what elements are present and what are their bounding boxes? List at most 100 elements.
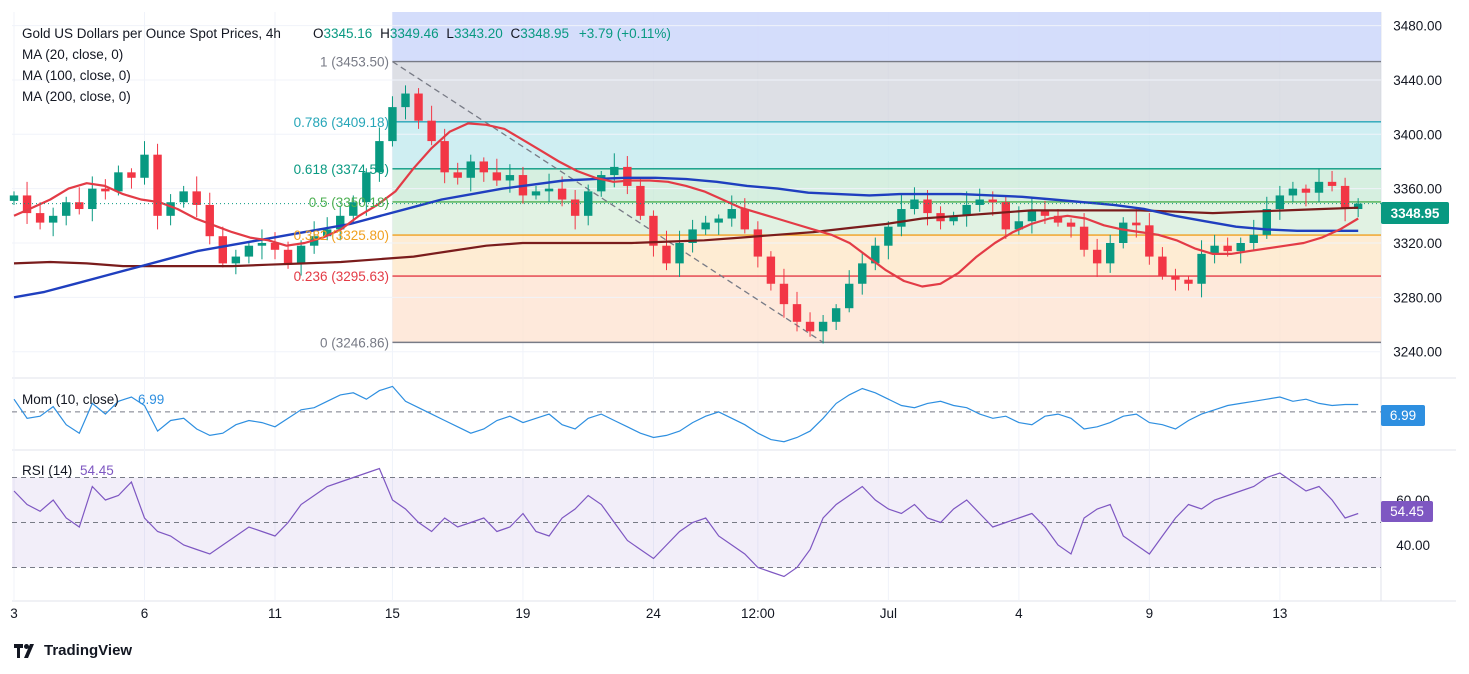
candle-down — [1327, 170, 1337, 192]
candle-body — [727, 209, 736, 219]
candle-down — [1092, 238, 1102, 277]
candle-up — [1236, 237, 1245, 264]
momentum-pane — [12, 385, 1381, 443]
candle-body — [675, 242, 684, 264]
candle-body — [244, 245, 254, 257]
candle-body — [714, 218, 723, 223]
rsi-tick-label: 40.00 — [1396, 538, 1430, 553]
rsi-legend[interactable]: RSI (14) — [22, 463, 72, 478]
candle-body — [1132, 222, 1141, 226]
price-tick-label: 3360.00 — [1393, 182, 1442, 197]
candle-up — [975, 188, 984, 212]
candle-body — [505, 175, 515, 181]
candle-up — [1119, 217, 1128, 249]
candle-down — [1158, 247, 1167, 280]
time-tick-label: 3 — [10, 606, 18, 621]
candle-body — [88, 188, 97, 210]
candle-up — [48, 207, 58, 237]
momentum-line — [13, 385, 1359, 443]
legend-ma100[interactable]: MA (100, close, 0) — [22, 68, 131, 83]
price-tick-label: 3240.00 — [1393, 345, 1442, 360]
candle-up — [231, 249, 241, 275]
candle-body — [910, 199, 919, 210]
candle-body — [805, 321, 815, 332]
tradingview-brand[interactable]: TradingView — [14, 642, 132, 659]
time-tick-label: 12:00 — [741, 606, 775, 621]
candle-body — [127, 172, 136, 178]
candle-body — [48, 215, 58, 223]
candle-body — [414, 93, 423, 121]
candle-down — [75, 187, 84, 215]
legend-ma200[interactable]: MA (200, close, 0) — [22, 89, 131, 104]
candle-body — [597, 175, 606, 192]
candle-body — [897, 209, 906, 227]
candle-body — [427, 120, 436, 142]
momentum-legend-value: 6.99 — [138, 392, 164, 407]
candle-body — [753, 229, 763, 257]
rsi-legend-value: 54.45 — [80, 463, 114, 478]
candle-down — [1340, 177, 1350, 222]
candle-body — [1288, 188, 1298, 196]
candle-body — [257, 242, 267, 246]
candle-up — [831, 304, 841, 330]
candle-body — [336, 215, 345, 230]
svg-text:54.45: 54.45 — [1390, 504, 1424, 519]
candle-up — [257, 229, 267, 260]
candle-body — [531, 191, 541, 196]
candle-down — [153, 143, 162, 230]
candle-up — [362, 168, 371, 216]
candle-up — [858, 252, 867, 295]
candle-up — [1288, 181, 1298, 203]
candle-body — [375, 141, 384, 173]
candle-down — [662, 230, 671, 271]
candle-body — [35, 213, 45, 223]
candle-body — [949, 215, 958, 222]
time-tick-label: 4 — [1015, 606, 1023, 621]
candle-down — [1184, 275, 1193, 291]
candle-body — [1236, 242, 1245, 252]
candle-body — [636, 185, 645, 216]
candle-up — [727, 195, 736, 227]
ma200-line — [13, 206, 1359, 268]
fib-zone-top — [392, 12, 1381, 62]
candle-body — [166, 202, 175, 216]
fib-zone — [392, 121, 1381, 169]
legend-ma20[interactable]: MA (20, close, 0) — [22, 47, 123, 62]
candle-up — [949, 211, 958, 226]
time-tick-label: 19 — [515, 606, 530, 621]
candle-down — [427, 105, 436, 146]
candle-body — [818, 321, 828, 332]
candle-up — [375, 127, 384, 182]
candle-down — [570, 190, 580, 230]
candle-up — [1275, 185, 1285, 220]
candle-up — [1027, 198, 1037, 234]
fib-label: 0.236 (3295.63) — [294, 269, 389, 284]
candle-up — [845, 270, 854, 313]
candle-up — [1249, 219, 1258, 252]
candle-body — [1353, 203, 1363, 210]
candle-body — [1092, 249, 1102, 264]
candle-body — [923, 199, 932, 214]
rsi-badge: 54.45 — [1381, 501, 1433, 522]
candle-body — [1327, 181, 1337, 186]
candle-down — [1171, 268, 1180, 291]
candle-body — [649, 215, 658, 246]
candle-body — [1275, 195, 1285, 210]
rsi-line — [13, 467, 1359, 578]
momentum-legend[interactable]: Mom (10, close) — [22, 392, 119, 407]
fib-zone — [392, 168, 1381, 202]
candle-body — [1223, 245, 1232, 252]
candle-down — [101, 179, 110, 200]
candle-body — [1053, 215, 1063, 223]
candle-down — [440, 128, 449, 184]
candle-body — [831, 308, 841, 322]
fib-label: 1 (3453.50) — [320, 55, 389, 70]
candle-body — [570, 199, 580, 216]
candle-down — [779, 268, 789, 318]
candle-body — [205, 204, 214, 237]
candle-up — [336, 206, 345, 241]
candle-body — [440, 141, 449, 173]
candle-up — [62, 196, 71, 226]
candle-body — [988, 199, 997, 203]
